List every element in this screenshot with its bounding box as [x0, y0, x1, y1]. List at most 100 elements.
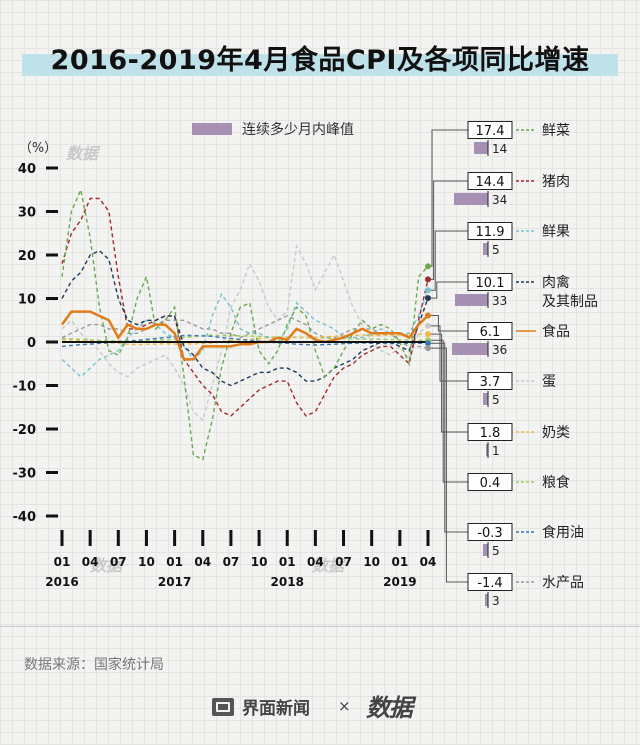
- y-axis-label: （%）: [19, 141, 57, 156]
- peak-bar: [485, 594, 488, 606]
- footer-cross: ×: [338, 697, 351, 715]
- peak-value: 34: [492, 193, 507, 207]
- latest-value-box: [467, 372, 513, 390]
- jiemian-logo-text: 界面新闻: [242, 699, 310, 719]
- series-name: 及其制品: [542, 294, 598, 310]
- series-name: 猪肉: [542, 174, 570, 190]
- connector-line: [428, 314, 468, 332]
- peak-bar: [455, 294, 488, 306]
- peak-bar: [483, 243, 488, 255]
- latest-value-box: [467, 222, 513, 240]
- x-tick-label: 01: [279, 555, 296, 569]
- series-end-dot: [425, 287, 431, 294]
- data-source: 数据来源：国家统计局: [24, 657, 164, 673]
- series-name: 鲜菜: [542, 123, 570, 139]
- series-line: [61, 334, 428, 348]
- connector-line: [428, 347, 468, 583]
- series-end-dot: [425, 295, 431, 302]
- connector-line: [428, 342, 468, 533]
- series-end-dot: [425, 340, 431, 347]
- latest-value-label: 6.1: [480, 325, 501, 340]
- latest-value-label: 14.4: [476, 175, 505, 190]
- latest-value-label: 3.7: [480, 375, 501, 390]
- peak-value: 14: [492, 142, 507, 156]
- y-tick-label: 10: [18, 293, 36, 308]
- series-line: [61, 334, 428, 342]
- series-name: 奶类: [542, 425, 570, 441]
- x-tick-year: 2017: [158, 575, 191, 589]
- series-name: 蛋: [542, 374, 556, 390]
- latest-value-label: 17.4: [476, 124, 505, 139]
- latest-value-label: 1.8: [480, 426, 501, 441]
- x-tick-year: 2019: [383, 575, 416, 589]
- series-line: [61, 187, 429, 461]
- y-tick-label: 0: [27, 336, 36, 351]
- connector-line: [428, 325, 468, 382]
- peak-value: 36: [492, 343, 507, 357]
- x-tick-label: 10: [363, 555, 380, 569]
- series-line: [60, 310, 429, 361]
- x-tick-label: 10: [138, 555, 155, 569]
- peak-value: 1: [492, 444, 500, 458]
- connector-line: [428, 230, 468, 291]
- x-tick-label: 04: [194, 555, 211, 569]
- x-tick-label: 04: [420, 555, 437, 569]
- y-tick-label: 30: [18, 206, 36, 221]
- x-tick-label: 07: [110, 555, 127, 569]
- series-end-dot: [425, 322, 431, 329]
- connector-line: [428, 281, 468, 299]
- connector-line: [428, 339, 468, 483]
- peak-value: 5: [492, 243, 500, 257]
- y-tick-label: -40: [13, 510, 37, 525]
- y-tick-label: 20: [18, 249, 36, 264]
- latest-value-box: [467, 423, 513, 441]
- watermark: 数据: [90, 556, 123, 575]
- data-brand-logo: 数据: [366, 694, 413, 722]
- jiemian-logo-icon: [212, 697, 234, 716]
- y-tick-label: -10: [13, 380, 37, 395]
- latest-value-box: [467, 573, 513, 591]
- series-end-dot: [425, 345, 431, 352]
- y-tick-label: -30: [13, 467, 37, 482]
- peak-bar: [483, 544, 488, 556]
- peak-value: 5: [492, 393, 500, 407]
- series-name: 粮食: [542, 474, 570, 491]
- watermark: 数据: [312, 556, 345, 575]
- latest-value-box: [467, 322, 513, 340]
- series-line: [61, 197, 429, 417]
- divider: [0, 626, 640, 627]
- series-name: 食品: [542, 323, 570, 340]
- x-tick-label: 10: [251, 555, 268, 569]
- latest-value-box: [467, 473, 513, 491]
- peak-value: 33: [492, 294, 507, 308]
- series-end-dot: [425, 276, 431, 283]
- latest-value-label: -0.3: [477, 526, 502, 541]
- peak-bar: [486, 444, 488, 456]
- title-highlight: [22, 54, 618, 76]
- series-name: 肉禽: [542, 274, 570, 291]
- legend-peak-swatch: [192, 123, 232, 135]
- latest-value-box: [467, 121, 513, 139]
- peak-bar: [483, 393, 488, 405]
- connector-line: [428, 333, 468, 433]
- x-tick-label: 07: [223, 555, 240, 569]
- series-name: 食用油: [542, 524, 584, 541]
- x-tick-label: 04: [307, 555, 324, 569]
- x-tick-label: 01: [54, 555, 71, 569]
- series-line: [61, 289, 429, 378]
- latest-value-label: 10.1: [476, 276, 505, 291]
- peak-bar: [474, 142, 488, 154]
- x-tick-label: 01: [166, 555, 183, 569]
- x-tick-label: 01: [391, 555, 408, 569]
- latest-value-label: 0.4: [480, 476, 501, 491]
- legend-title: 连续多少月内峰值: [242, 121, 354, 138]
- peak-value: 3: [492, 594, 500, 608]
- peak-value: 5: [492, 544, 500, 558]
- series-end-dot: [425, 263, 431, 270]
- series-end-dot: [425, 312, 431, 319]
- peak-bar: [452, 343, 488, 355]
- jiemian-logo: 界面新闻: [212, 694, 310, 719]
- series-end-dot: [425, 331, 431, 338]
